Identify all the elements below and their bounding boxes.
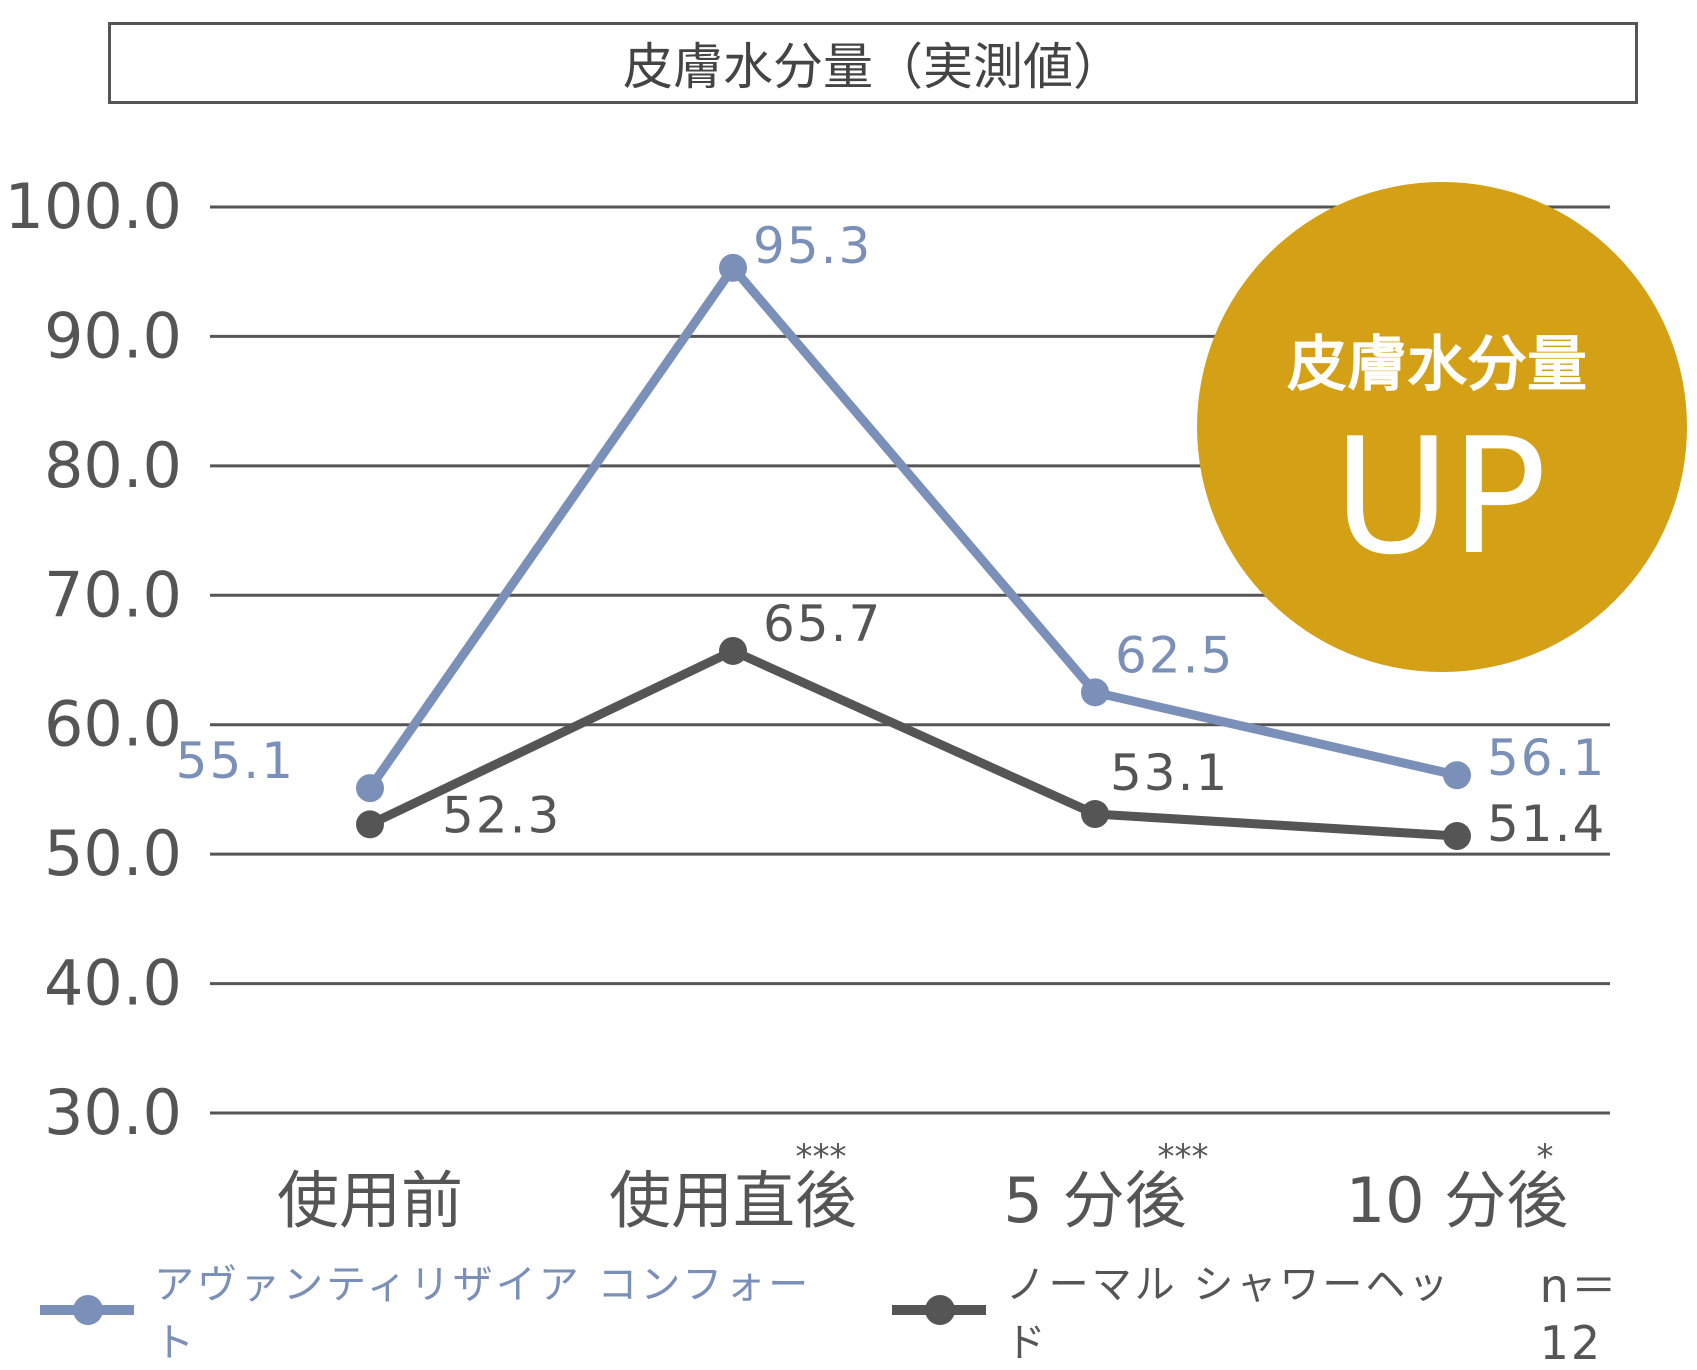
moisture-up-badge: 皮膚水分量 UP <box>1197 182 1687 672</box>
y-tick-label: 70.0 <box>44 558 182 631</box>
data-point <box>719 253 747 282</box>
data-point <box>356 774 384 803</box>
x-tick-label: 使用直後 <box>609 1164 857 1237</box>
data-point <box>1081 800 1109 829</box>
data-label: 55.1 <box>176 732 295 790</box>
data-point <box>1443 822 1471 851</box>
legend-label-avante: アヴァンティリザイア コンフォート <box>154 1262 812 1366</box>
y-tick-label: 40.0 <box>44 947 182 1020</box>
badge-circle <box>1197 182 1687 672</box>
x-tick-label: 5 分後 <box>1003 1164 1186 1237</box>
y-tick-label: 50.0 <box>44 817 182 890</box>
data-point <box>1081 678 1109 707</box>
y-tick-label: 100.0 <box>5 170 183 243</box>
significance-mark: *** <box>796 1137 847 1177</box>
significance-mark: * <box>1537 1137 1554 1177</box>
chart-title: 皮膚水分量（実測値） <box>108 22 1638 104</box>
series-normal: 52.3 65.7 53.1 51.4 <box>356 595 1606 853</box>
data-point <box>1443 761 1471 790</box>
series-avante: 55.1 95.3 62.5 56.1 <box>176 217 1606 803</box>
data-label: 56.1 <box>1487 729 1606 787</box>
series-line <box>368 646 1458 841</box>
data-point <box>356 810 384 839</box>
data-label: 62.5 <box>1115 626 1234 684</box>
data-label: 51.4 <box>1487 795 1606 853</box>
data-point <box>719 636 747 665</box>
legend-swatch-normal <box>891 1295 986 1325</box>
legend-label-normal: ノーマル シャワーヘッド <box>1005 1262 1452 1366</box>
series-line <box>366 263 1459 791</box>
data-label: 53.1 <box>1110 744 1229 802</box>
data-label: 95.3 <box>753 217 872 275</box>
data-label: 65.7 <box>763 595 882 653</box>
y-tick-label: 90.0 <box>44 299 182 372</box>
significance-mark: *** <box>1158 1137 1209 1177</box>
legend: アヴァンティリザイア コンフォート ノーマル シャワーヘッド n＝12 <box>40 1259 1680 1370</box>
legend-swatch-avante <box>40 1295 135 1325</box>
badge-label: 皮膚水分量 <box>1287 330 1587 400</box>
data-label: 52.3 <box>442 786 561 844</box>
y-tick-label: 80.0 <box>44 429 182 502</box>
badge-up-text: UP <box>1333 403 1547 590</box>
y-tick-label: 60.0 <box>44 688 182 761</box>
legend-item-avante: アヴァンティリザイア コンフォート <box>40 1252 848 1368</box>
x-tick-label: 使用前 <box>277 1164 463 1237</box>
legend-item-normal: ノーマル シャワーヘッド <box>891 1252 1490 1368</box>
x-tick-label: 10 分後 <box>1346 1164 1569 1237</box>
sample-size: n＝12 <box>1539 1259 1619 1370</box>
y-tick-label: 30.0 <box>44 1076 182 1149</box>
